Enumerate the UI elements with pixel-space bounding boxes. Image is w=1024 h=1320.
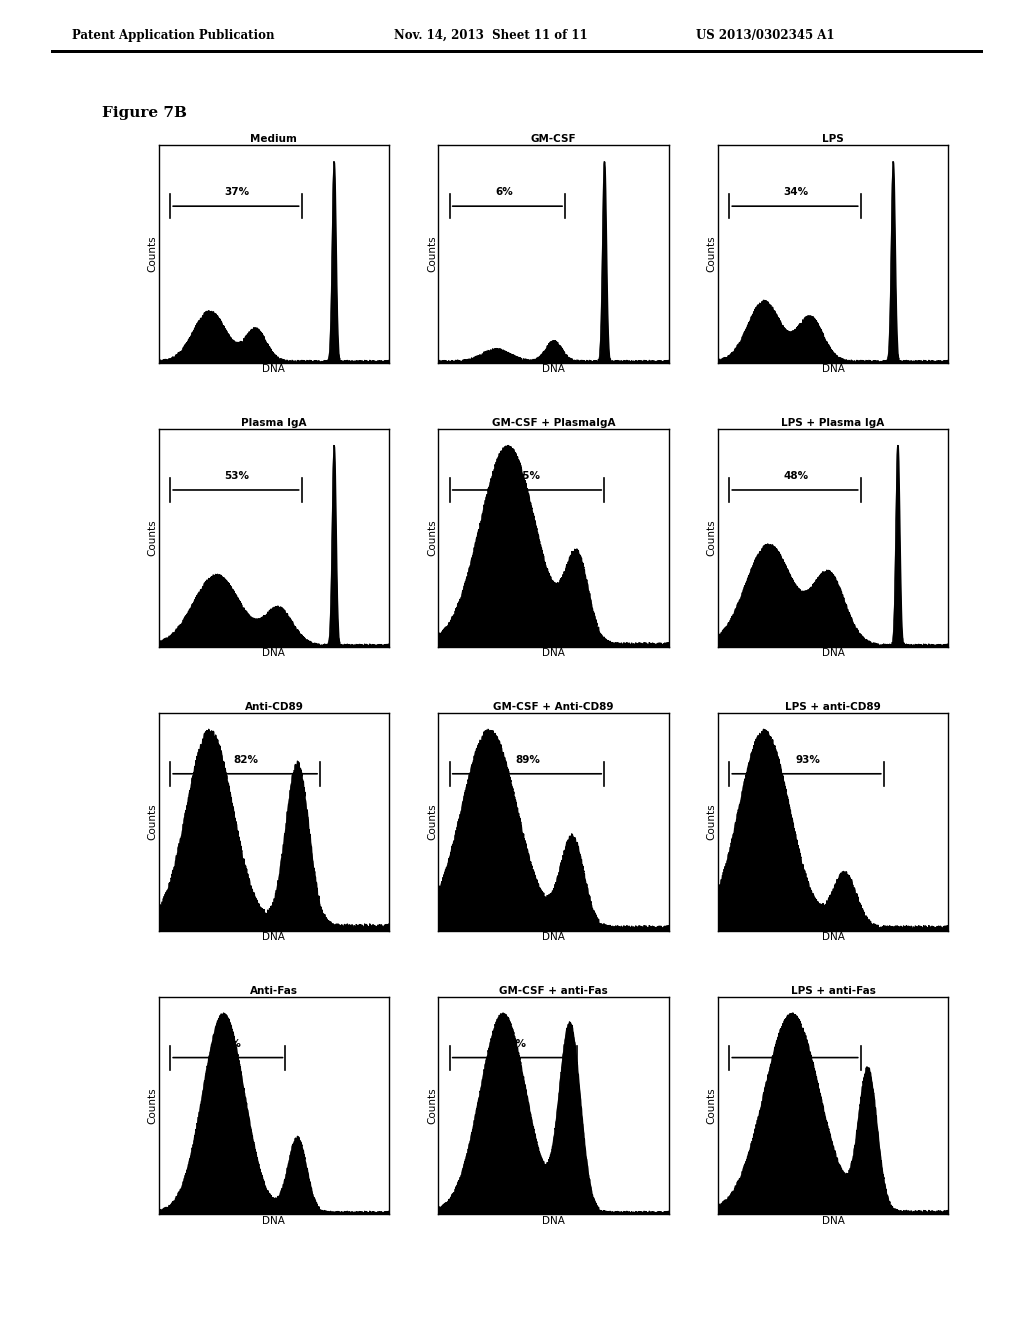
- Title: LPS + anti-Fas: LPS + anti-Fas: [791, 986, 876, 995]
- X-axis label: DNA: DNA: [262, 932, 286, 942]
- Text: 76%: 76%: [783, 1039, 809, 1049]
- X-axis label: DNA: DNA: [821, 648, 845, 659]
- X-axis label: DNA: DNA: [542, 1216, 565, 1226]
- X-axis label: DNA: DNA: [821, 364, 845, 375]
- Y-axis label: Counts: Counts: [147, 236, 158, 272]
- Text: Nov. 14, 2013  Sheet 11 of 11: Nov. 14, 2013 Sheet 11 of 11: [394, 29, 588, 42]
- X-axis label: DNA: DNA: [262, 1216, 286, 1226]
- X-axis label: DNA: DNA: [542, 932, 565, 942]
- Text: Figure 7B: Figure 7B: [102, 106, 187, 120]
- Title: Plasma IgA: Plasma IgA: [242, 418, 306, 428]
- Title: GM-CSF + anti-Fas: GM-CSF + anti-Fas: [499, 986, 608, 995]
- X-axis label: DNA: DNA: [262, 648, 286, 659]
- Title: LPS: LPS: [822, 135, 844, 144]
- Title: GM-CSF + PlasmaIgA: GM-CSF + PlasmaIgA: [492, 418, 615, 428]
- Y-axis label: Counts: Counts: [147, 804, 158, 840]
- Text: 82%: 82%: [233, 755, 259, 766]
- Y-axis label: Counts: Counts: [707, 1088, 717, 1123]
- Title: LPS + Plasma IgA: LPS + Plasma IgA: [781, 418, 885, 428]
- Y-axis label: Counts: Counts: [427, 520, 437, 556]
- X-axis label: DNA: DNA: [262, 364, 286, 375]
- Y-axis label: Counts: Counts: [147, 520, 158, 556]
- Y-axis label: Counts: Counts: [427, 1088, 437, 1123]
- Text: 48%: 48%: [783, 471, 809, 482]
- Y-axis label: Counts: Counts: [707, 520, 717, 556]
- Text: 6%: 6%: [496, 187, 514, 198]
- Title: Anti-Fas: Anti-Fas: [250, 986, 298, 995]
- Title: LPS + anti-CD89: LPS + anti-CD89: [785, 702, 881, 711]
- Text: 34%: 34%: [783, 187, 809, 198]
- Text: Patent Application Publication: Patent Application Publication: [72, 29, 274, 42]
- Text: 93%: 93%: [795, 755, 820, 766]
- Title: Medium: Medium: [251, 135, 297, 144]
- Y-axis label: Counts: Counts: [707, 804, 717, 840]
- Y-axis label: Counts: Counts: [147, 1088, 158, 1123]
- Title: Anti-CD89: Anti-CD89: [245, 702, 303, 711]
- Text: 53%: 53%: [224, 471, 250, 482]
- Text: US 2013/0302345 A1: US 2013/0302345 A1: [696, 29, 835, 42]
- X-axis label: DNA: DNA: [542, 648, 565, 659]
- X-axis label: DNA: DNA: [821, 1216, 845, 1226]
- Text: 89%: 89%: [216, 1039, 242, 1049]
- X-axis label: DNA: DNA: [821, 932, 845, 942]
- Title: GM-CSF + Anti-CD89: GM-CSF + Anti-CD89: [494, 702, 613, 711]
- Text: 89%: 89%: [515, 755, 541, 766]
- Title: GM-CSF: GM-CSF: [530, 135, 577, 144]
- Y-axis label: Counts: Counts: [707, 236, 717, 272]
- Y-axis label: Counts: Counts: [427, 804, 437, 840]
- X-axis label: DNA: DNA: [542, 364, 565, 375]
- Text: 82%: 82%: [502, 1039, 526, 1049]
- Y-axis label: Counts: Counts: [427, 236, 437, 272]
- Text: 37%: 37%: [224, 187, 250, 198]
- Text: 85%: 85%: [515, 471, 541, 482]
